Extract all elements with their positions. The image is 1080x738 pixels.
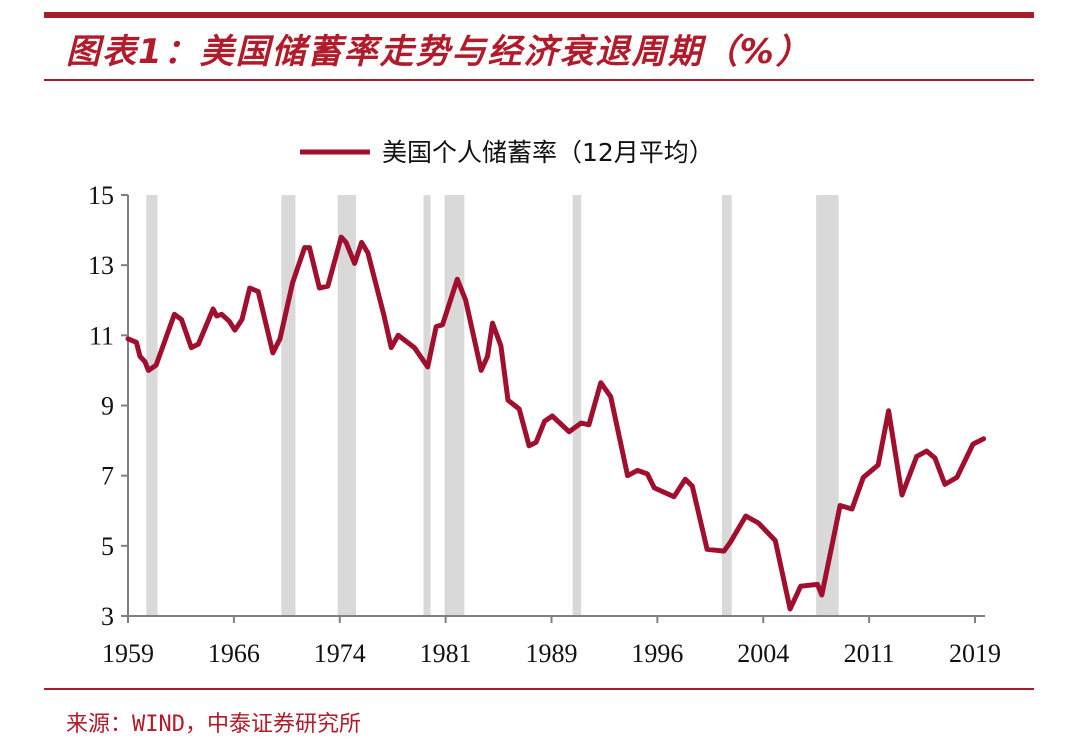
x-tick-label: 1966	[208, 639, 260, 668]
recession-band	[816, 195, 839, 616]
y-tick-label: 11	[89, 321, 114, 350]
title-rule	[44, 79, 1034, 81]
figure-title: 图表1：美国储蓄率走势与经济衰退周期（%）	[66, 32, 812, 72]
x-tick: 1966	[208, 616, 260, 668]
recession-band	[423, 195, 431, 616]
x-tick: 1959	[102, 616, 154, 668]
y-tick-label: 5	[101, 532, 114, 561]
x-tick-label: 2004	[737, 639, 789, 668]
axes: 15 13 11 9 7 5 3 1959 1966 1974 1981 1989 1996 2004 20…	[88, 181, 1001, 668]
x-tick: 2004	[737, 616, 789, 668]
x-tick: 1996	[631, 616, 683, 668]
recession-band	[337, 195, 356, 616]
recession-band	[721, 195, 732, 616]
recession-band	[444, 195, 465, 616]
y-tick: 11	[89, 321, 128, 350]
legend: 美国个人储蓄率（12月平均）	[300, 138, 714, 167]
y-tick: 15	[88, 181, 128, 210]
x-tick-label: 1996	[631, 639, 683, 668]
y-tick-label: 13	[88, 251, 114, 280]
top-rule	[44, 12, 1034, 18]
recession-band	[281, 195, 296, 616]
x-tick: 2019	[949, 616, 1001, 668]
source-note: 来源：WIND，中泰证券研究所	[66, 712, 361, 737]
footer-rule	[44, 688, 1034, 690]
x-tick: 1974	[314, 616, 366, 668]
recession-band	[146, 195, 158, 616]
y-tick-label: 15	[88, 181, 114, 210]
legend-label: 美国个人储蓄率（12月平均）	[382, 138, 714, 167]
recession-bands	[146, 195, 839, 616]
recession-band	[572, 195, 582, 616]
y-tick: 5	[101, 532, 128, 561]
x-tick: 2011	[844, 616, 895, 668]
y-tick-label: 9	[101, 392, 114, 421]
x-tick: 1989	[526, 616, 578, 668]
x-tick-label: 1981	[420, 639, 472, 668]
x-tick-label: 2011	[844, 639, 895, 668]
y-tick-label: 7	[101, 462, 114, 491]
y-tick: 3	[101, 602, 128, 631]
x-tick-label: 1989	[526, 639, 578, 668]
x-tick-label: 1959	[102, 639, 154, 668]
y-tick-label: 3	[101, 602, 114, 631]
x-tick-label: 2019	[949, 639, 1001, 668]
y-tick: 9	[101, 392, 128, 421]
x-tick-label: 1974	[314, 639, 366, 668]
savings-rate-line	[125, 234, 987, 612]
y-tick: 7	[101, 462, 128, 491]
series-layer	[125, 234, 987, 612]
x-tick: 1981	[420, 616, 472, 668]
y-tick: 13	[88, 251, 128, 280]
